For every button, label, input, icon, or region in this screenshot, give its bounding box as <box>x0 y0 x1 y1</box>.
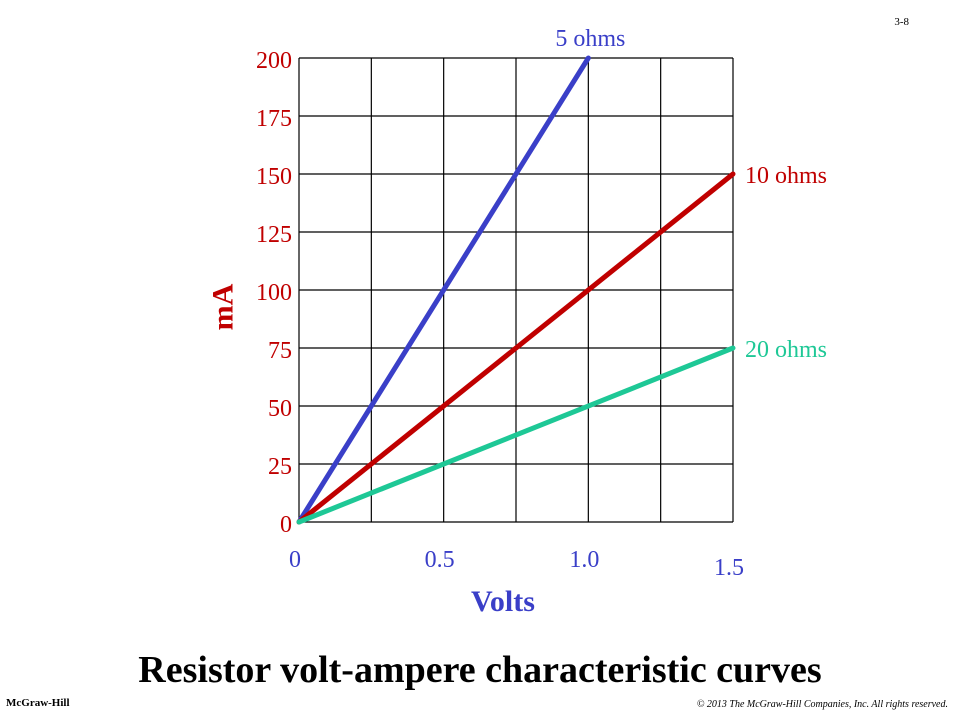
y-axis-label: mA <box>206 283 240 331</box>
chart-series-labels: 5 ohms 10 ohms 20 ohms <box>555 26 827 363</box>
y-tick-label: 175 <box>256 106 292 132</box>
chart-tick-labels: 0 25 50 75 100 125 150 175 200 0 0.5 1.0 1.5 <box>256 48 744 581</box>
y-tick-label: 100 <box>256 280 292 306</box>
y-tick-label: 25 <box>268 454 292 480</box>
y-tick-label: 50 <box>268 396 292 422</box>
publisher-label: McGraw-Hill <box>6 697 70 709</box>
x-tick-label: 1.5 <box>714 555 744 581</box>
chart-grid <box>298 57 734 523</box>
x-tick-label: 0.5 <box>425 547 455 573</box>
series-line-10-ohms <box>296 171 736 525</box>
chart-series <box>296 55 736 525</box>
slide-number: 3-8 <box>894 16 909 28</box>
series-label: 20 ohms <box>745 337 827 363</box>
y-tick-label: 125 <box>256 222 292 248</box>
x-axis-label: Volts <box>471 585 535 618</box>
series-line-5-ohms <box>296 55 591 525</box>
series-line-20-ohms <box>296 345 736 525</box>
chart-title: Resistor volt-ampere characteristic curv… <box>138 649 822 691</box>
series-label: 10 ohms <box>745 163 827 189</box>
x-tick-label: 1.0 <box>569 547 599 573</box>
copyright-notice: © 2013 The McGraw-Hill Companies, Inc. A… <box>696 699 948 710</box>
y-tick-label: 200 <box>256 48 292 74</box>
x-tick-label: 0 <box>289 547 301 573</box>
series-label: 5 ohms <box>555 26 625 52</box>
y-tick-label: 75 <box>268 338 292 364</box>
y-tick-label: 0 <box>280 512 292 538</box>
y-tick-label: 150 <box>256 164 292 190</box>
